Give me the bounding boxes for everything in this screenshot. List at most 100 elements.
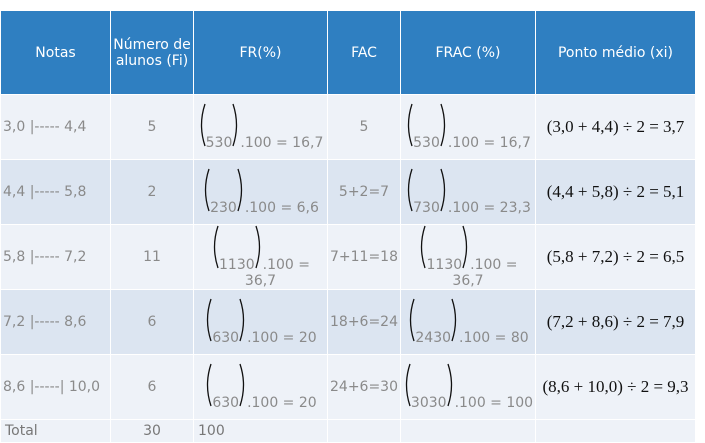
pm-cell: (7,2 + 8,6) ÷ 2 = 7,9	[535, 289, 696, 355]
fac-cell: 24+6=30	[327, 354, 401, 420]
right-paren	[255, 225, 260, 269]
result: .100 = 36,7	[244, 257, 310, 289]
header-cell: Número de alunos (Fi)	[110, 10, 194, 95]
fraction: 530	[206, 135, 233, 151]
right-paren	[440, 168, 446, 212]
fi-cell: 6	[110, 289, 194, 355]
empty-cell	[535, 419, 696, 443]
fraction: 530	[413, 135, 440, 151]
fraction: 1130	[426, 257, 462, 273]
left-paren	[207, 298, 212, 342]
math-expression: (5,8 + 7,2) ÷ 2 = 6,5	[546, 247, 685, 266]
fr-cell: 530 .100 = 16,7	[193, 94, 328, 160]
table-row: 5,8 |----- 7,2 11 1130.100 = 36,7 7+11=18 11…	[0, 224, 696, 290]
math-expression: (7,2 + 8,6) ÷ 2 = 7,9	[546, 312, 685, 331]
total-fi: 30	[110, 419, 194, 443]
left-paren	[200, 103, 206, 147]
result: .100 = 23,3	[447, 200, 531, 216]
math-expression: (8,6 + 10,0) ÷ 2 = 9,3	[542, 377, 689, 396]
numerator: 24	[415, 330, 434, 346]
math-expression: 230 .100 = 6,6	[202, 168, 319, 216]
denominator: 30	[433, 330, 452, 346]
fr-cell: 230 .100 = 6,6	[193, 159, 328, 225]
table-wrapper: Notas Número de alunos (Fi) FR(%) FAC FRAC (…	[0, 10, 696, 443]
numerator: 7	[413, 200, 423, 216]
result: .100 = 16,7	[447, 135, 531, 151]
right-paren	[446, 363, 452, 407]
header-cell: FRAC (%)	[400, 10, 536, 95]
numerator: 11	[218, 257, 237, 273]
fi-cell: 6	[110, 354, 194, 420]
denominator: 30	[236, 257, 255, 273]
denominator: 30	[214, 135, 233, 151]
math-expression: (4,4 + 5,8) ÷ 2 = 5,1	[546, 182, 685, 201]
numerator: 6	[212, 395, 222, 411]
empty-cell	[327, 419, 401, 443]
right-paren	[451, 298, 457, 342]
fac-cell: 7+11=18	[327, 224, 401, 290]
header-row: Notas Número de alunos (Fi) FR(%) FAC FRAC (…	[0, 10, 696, 95]
frac-cell: 2430 .100 = 80	[400, 289, 536, 355]
fr-cell: 630 .100 = 20	[193, 354, 328, 420]
denominator: 30	[428, 395, 447, 411]
math-expression: 630 .100 = 20	[204, 298, 317, 346]
fac-cell: 5+2=7	[327, 159, 401, 225]
denominator: 30	[221, 330, 240, 346]
denominator: 30	[422, 135, 440, 151]
fraction: 730	[413, 200, 440, 216]
notas-cell: 7,2 |----- 8,6	[0, 289, 111, 355]
result: .100 = 100	[454, 395, 534, 411]
left-paren	[421, 225, 427, 269]
table-row: 8,6 |-----| 10,0 6 630.100 = 20 24+6=30 3030…	[0, 354, 696, 420]
fr-cell: 1130.100 = 36,7	[193, 224, 328, 290]
math-expression: 730 .100 = 23,3	[405, 168, 531, 216]
data-table: Notas Número de alunos (Fi) FR(%) FAC FRAC (…	[0, 10, 696, 443]
frac-cell: 730 .100 = 23,3	[400, 159, 536, 225]
math-expression: (3,0 + 4,4) ÷ 2 = 3,7	[546, 117, 685, 136]
result: .100 = 20	[247, 395, 317, 411]
pm-cell: (8,6 + 10,0) ÷ 2 = 9,3	[535, 354, 696, 420]
empty-cell	[400, 419, 536, 443]
fac-cell: 18+6=24	[327, 289, 401, 355]
total-row: Total 30 100	[0, 419, 696, 443]
denominator: 30	[219, 200, 237, 216]
left-paren	[410, 298, 415, 342]
fi-cell: 5	[110, 94, 194, 160]
left-paren	[204, 168, 210, 212]
left-paren	[407, 168, 413, 212]
fraction: 630	[212, 395, 239, 411]
numerator: 11	[426, 257, 445, 273]
math-expression: 1130.100 = 36,7	[211, 225, 310, 289]
numerator: 5	[205, 135, 215, 151]
math-expression: 530 .100 = 16,7	[405, 103, 531, 151]
fraction: 230	[210, 200, 237, 216]
math-expression: 2430 .100 = 80	[407, 298, 529, 346]
right-paren	[239, 363, 245, 407]
fraction: 3030	[411, 395, 447, 411]
header-cell: FAC	[327, 10, 401, 95]
total-fr: 100	[193, 419, 328, 443]
left-paren	[405, 363, 411, 407]
result: .100 = 6,6	[244, 200, 319, 216]
left-paren	[207, 363, 212, 407]
notas-cell: 8,6 |-----| 10,0	[0, 354, 111, 420]
right-paren	[237, 168, 242, 212]
pm-cell: (4,4 + 5,8) ÷ 2 = 5,1	[535, 159, 696, 225]
numerator: 6	[212, 330, 222, 346]
notas-cell: 4,4 |----- 5,8	[0, 159, 111, 225]
pm-cell: (3,0 + 4,4) ÷ 2 = 3,7	[535, 94, 696, 160]
result: .100 = 20	[247, 330, 317, 346]
left-paren	[407, 103, 413, 147]
fraction: 630	[212, 330, 239, 346]
right-paren	[232, 103, 238, 147]
math-expression: 630 .100 = 20	[204, 363, 317, 411]
frac-cell: 3030 .100 = 100	[400, 354, 536, 420]
denominator: 30	[444, 257, 463, 273]
right-paren	[440, 103, 446, 147]
denominator: 30	[422, 200, 440, 216]
table-row: 7,2 |----- 8,6 6 630.100 = 20 18+6=24 2430.1…	[0, 289, 696, 355]
notas-cell: 5,8 |----- 7,2	[0, 224, 111, 290]
math-expression: 1130.100 = 36,7	[418, 225, 518, 289]
denominator: 30	[221, 395, 240, 411]
fac-cell: 5	[327, 94, 401, 160]
